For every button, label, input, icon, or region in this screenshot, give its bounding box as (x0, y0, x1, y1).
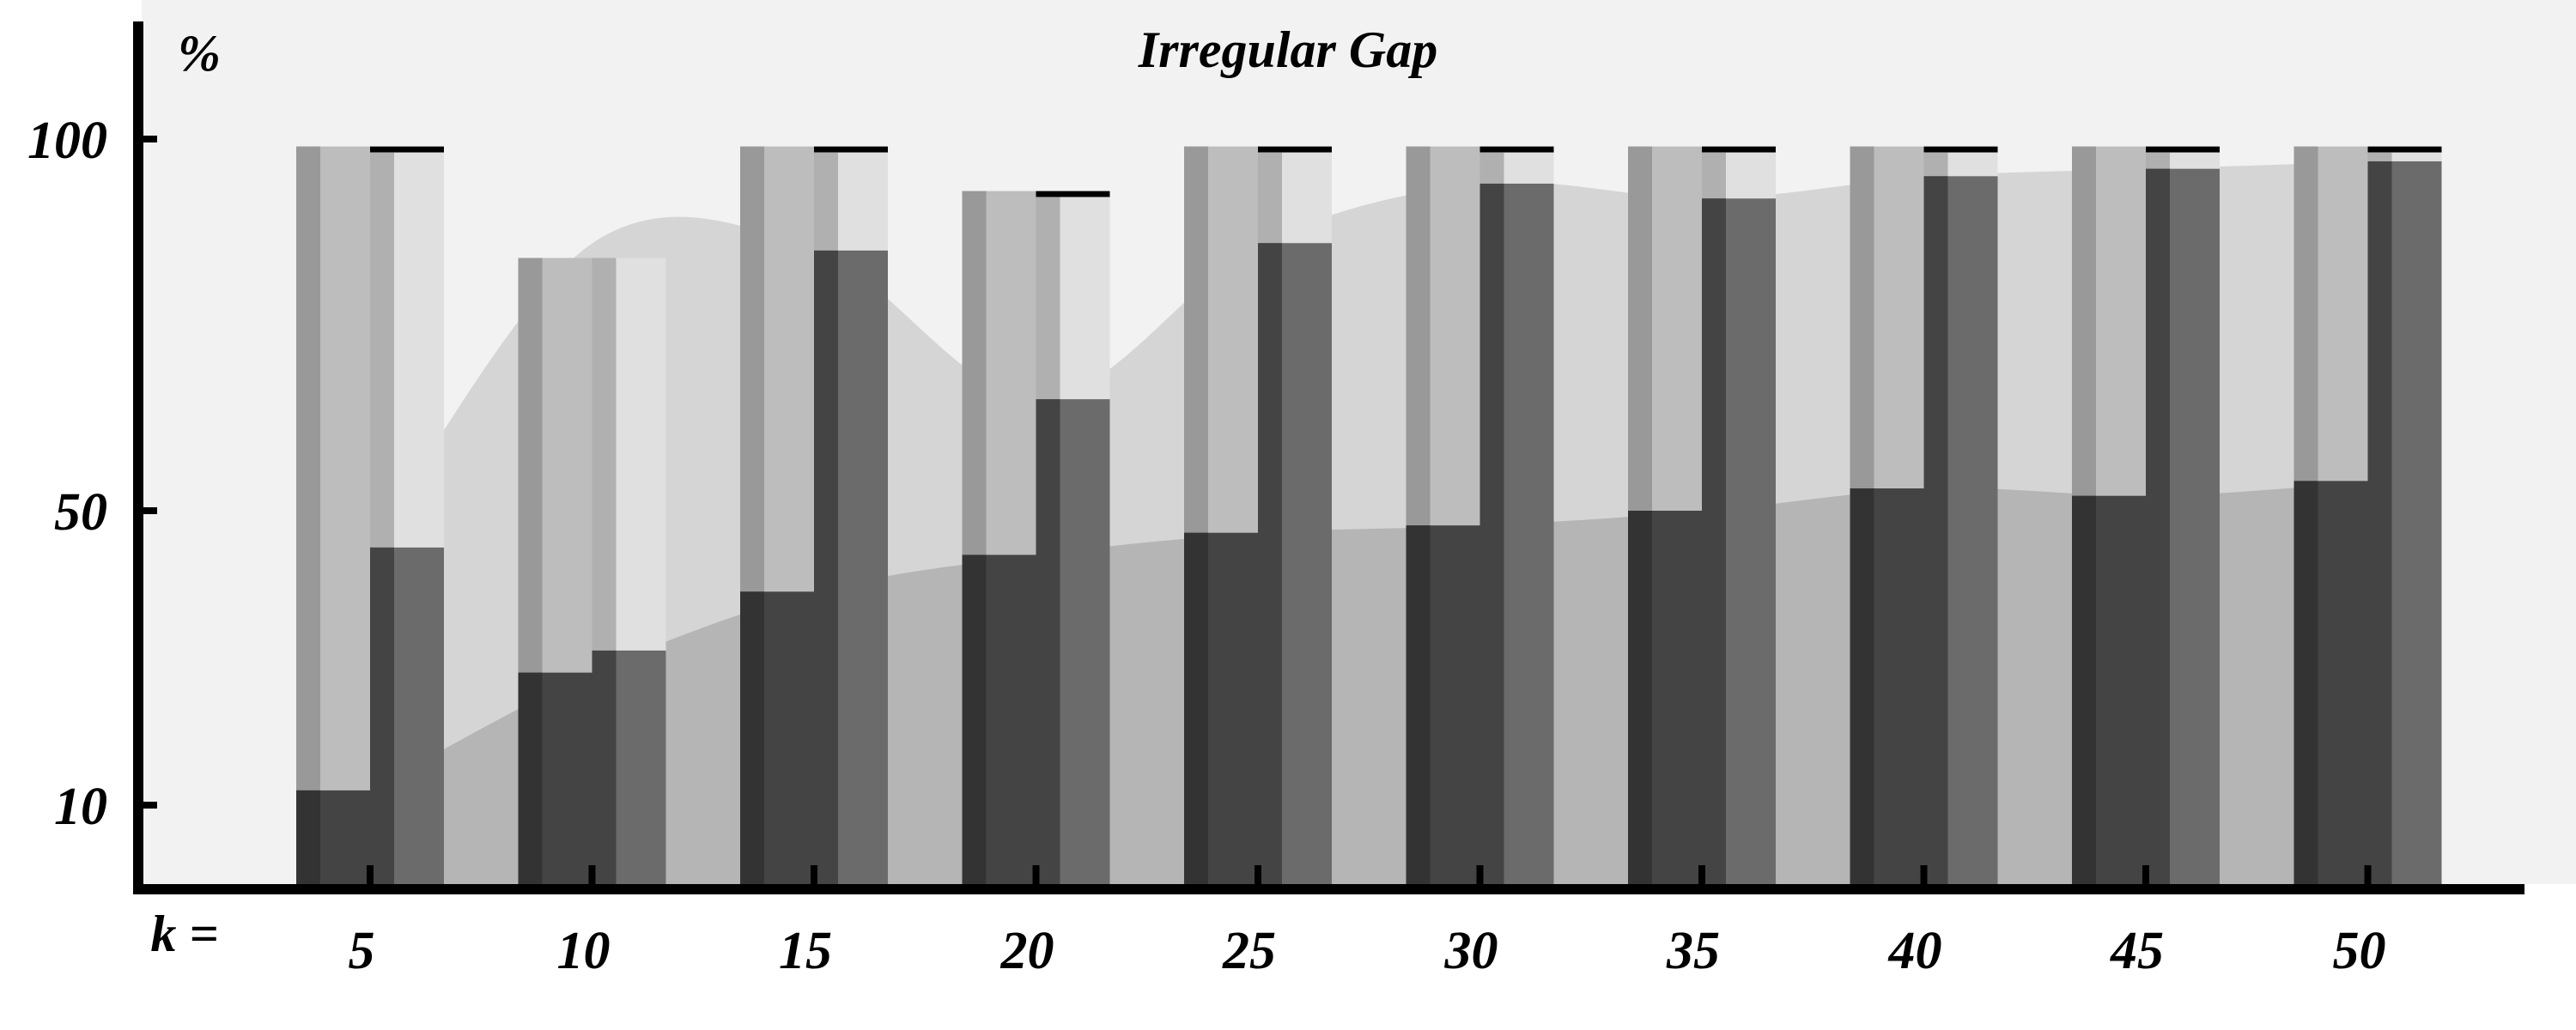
bar-group-25-b (1258, 146, 1332, 884)
x-tick-label: 30 (1444, 922, 1498, 980)
bar-a-dark-edge (962, 554, 987, 884)
y-tick-label: 100 (27, 112, 107, 170)
x-tick-mark (1032, 865, 1040, 886)
y-tick-mark (135, 136, 157, 142)
bar-a-light-edge (296, 146, 320, 884)
y-tick-mark (135, 507, 157, 514)
x-tick-label: 35 (1666, 922, 1720, 980)
x-tick-label: 25 (1222, 922, 1276, 980)
x-tick-mark (1920, 865, 1928, 886)
x-tick-label: 50 (2333, 922, 2386, 980)
y-tick-label: 50 (54, 483, 107, 542)
bar-b-black (1258, 146, 1332, 153)
x-tick-mark (1476, 865, 1484, 886)
bar-b-black (1036, 191, 1110, 197)
bar-group-40-a (1850, 146, 1924, 884)
bar-b-black (1479, 146, 1554, 153)
x-tick-label: 40 (1888, 922, 1942, 980)
bar-b-mid-edge (1923, 176, 1948, 885)
x-tick-label: 5 (349, 922, 375, 980)
y-axis-line (133, 21, 143, 893)
ticks-group: 10 50 100 5 10 15 20 25 30 35 40 45 50 (27, 112, 2386, 980)
bar-group-15-a (740, 146, 814, 884)
x-tick-mark (1698, 865, 1705, 886)
bar-group-35-b (1702, 146, 1776, 884)
x-tick-mark (1255, 865, 1261, 886)
bar-b-mid-edge (1258, 243, 1282, 884)
x-tick-label: 10 (557, 922, 611, 980)
bar-b-mid-edge (370, 547, 394, 884)
bar-group-20-b (1036, 191, 1110, 885)
chart-title: Irregular Gap (1138, 21, 1437, 78)
bar-group-25-a (1184, 146, 1258, 884)
bar-b-mid-edge (592, 650, 617, 884)
bar-group-10-b (592, 258, 666, 884)
bar-b-mid-edge (1702, 198, 1726, 884)
bar-b-black (2146, 146, 2220, 153)
bar-a-dark-edge (2293, 481, 2318, 884)
x-axis-label: k = (150, 906, 218, 962)
bar-a-dark-edge (518, 672, 543, 884)
bar-b-mid-edge (1479, 183, 1504, 884)
bar-b-black (1923, 146, 1998, 153)
bar-group-15-b (814, 146, 888, 884)
bar-b-black (1702, 146, 1776, 153)
y-axis-label: % (178, 25, 221, 82)
x-tick-mark (2364, 865, 2372, 886)
bar-b-black (814, 146, 888, 153)
bar-group-50-a (2293, 146, 2368, 884)
bar-group-30-a (1406, 146, 1480, 884)
bar-b-black (370, 146, 444, 153)
bar-a-dark-edge (1628, 511, 1652, 884)
x-tick-label: 45 (2110, 922, 2164, 980)
bar-b-mid-edge (1036, 399, 1060, 885)
bar-group-5-b (370, 146, 444, 884)
x-axis-line (133, 884, 2524, 894)
bar-a-dark-edge (740, 591, 764, 884)
bar-a-dark-edge (296, 790, 320, 884)
bar-b-mid-edge (2367, 161, 2392, 885)
bar-group-10-a (518, 258, 592, 884)
bar-a-dark-edge (1406, 525, 1431, 884)
axes-group (133, 21, 2524, 894)
bar-b-black (2367, 146, 2442, 153)
bar-group-45-a (2072, 146, 2146, 884)
bar-a-dark-edge (2072, 495, 2096, 884)
bar-group-30-b (1479, 146, 1554, 884)
y-tick-label: 10 (54, 778, 107, 836)
x-tick-label: 20 (1000, 922, 1054, 980)
bar-a-dark-edge (1184, 532, 1208, 884)
bar-group-45-b (2146, 146, 2220, 884)
bar-group-35-a (1628, 146, 1702, 884)
bar-b-mid-edge (814, 250, 838, 884)
bar-group-40-b (1923, 146, 1998, 885)
y-tick-mark (135, 802, 157, 809)
bar-b-mid-edge (2146, 168, 2170, 884)
bar-group-50-b (2367, 146, 2442, 885)
bar-a-dark-edge (1850, 488, 1874, 884)
x-tick-mark (2142, 865, 2149, 886)
bars-group (296, 146, 2442, 885)
bar-group-20-a (962, 191, 1036, 884)
x-tick-mark (811, 865, 817, 886)
x-tick-mark (588, 865, 596, 886)
bar-group-5-a (296, 146, 370, 884)
x-tick-label: 15 (779, 922, 832, 980)
x-tick-mark (367, 865, 374, 886)
